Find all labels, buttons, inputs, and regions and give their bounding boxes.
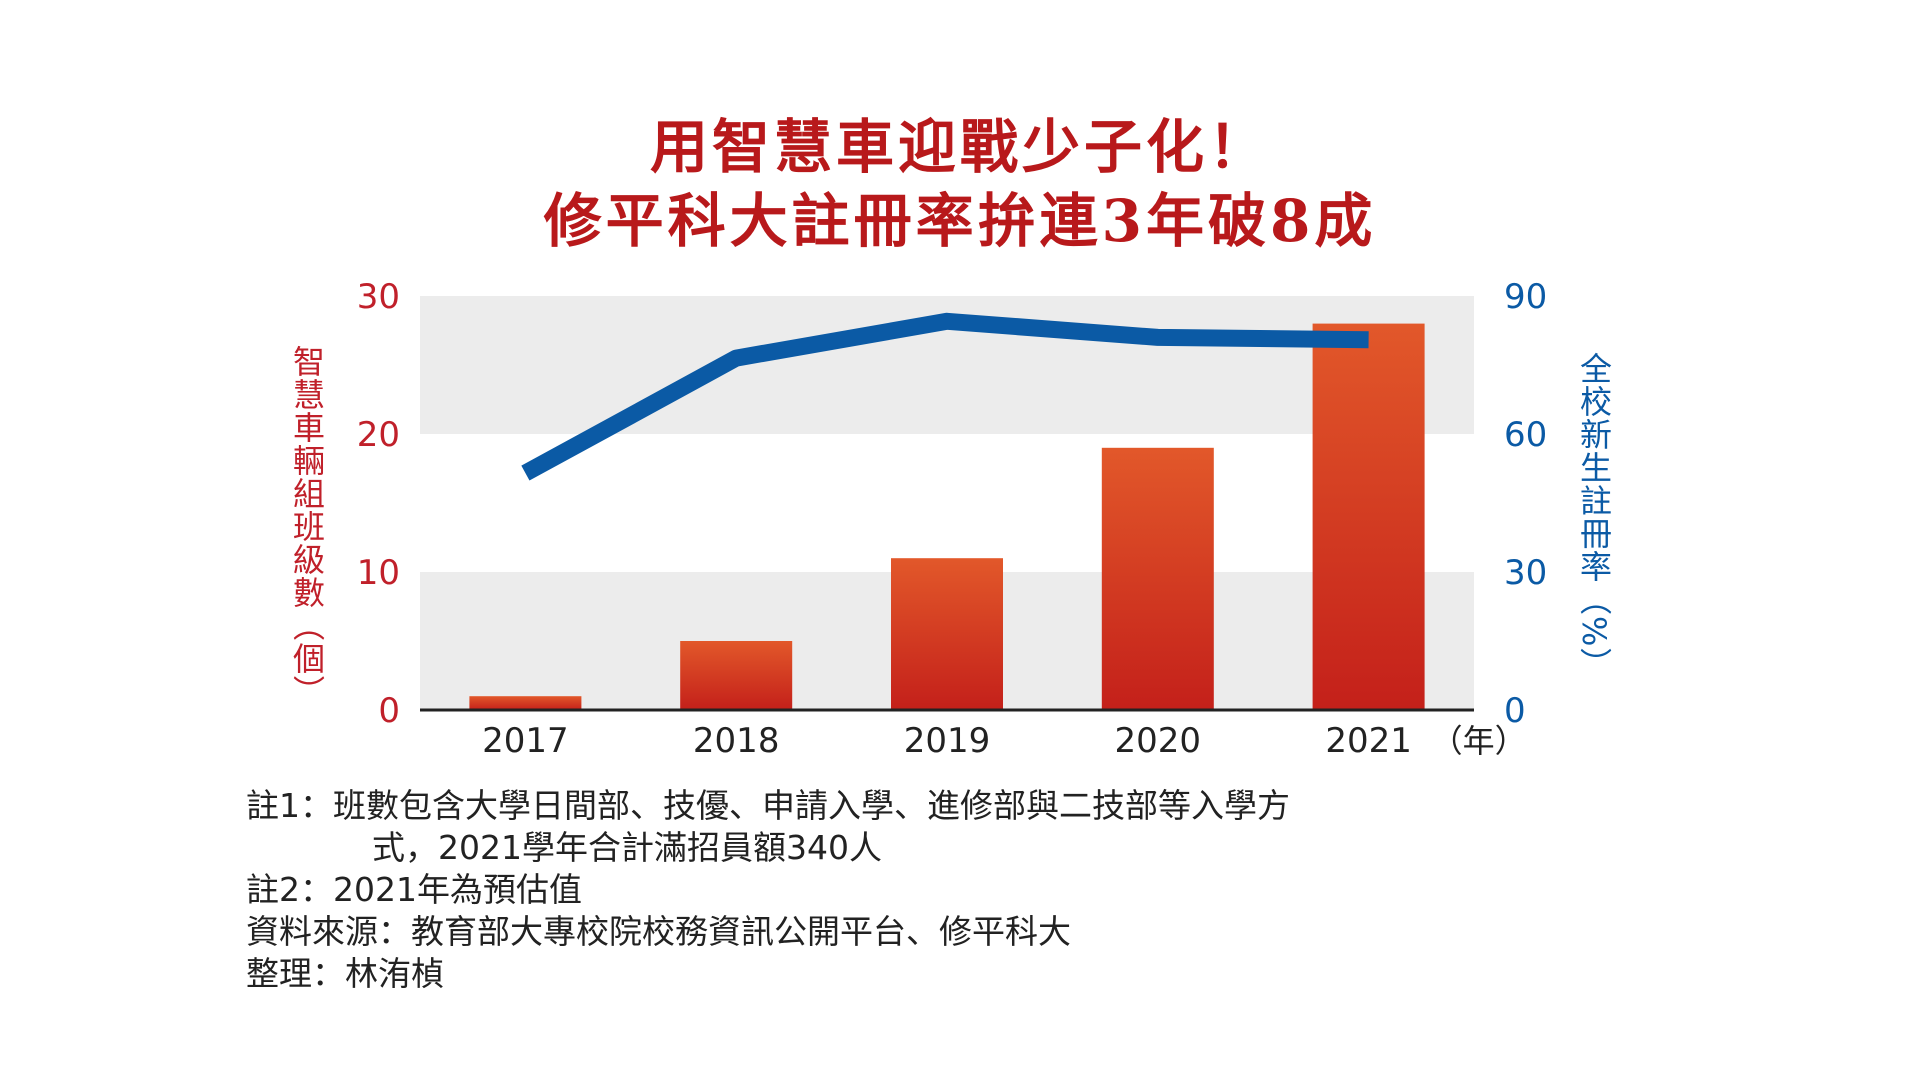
note-1-line-2: 式，2021學年合計滿招員額340人	[372, 828, 882, 867]
note-1-line-1: 註1：班數包含大學日間部、技優、申請入學、進修部與二技部等入學方	[246, 786, 1290, 825]
y-right-tick-label: 60	[1504, 415, 1547, 455]
bar-2019	[891, 558, 1003, 710]
y-axis-right-title: 全校新生註冊率（%）	[1575, 352, 1613, 681]
y-right-tick-label: 0	[1504, 691, 1526, 731]
combo-chart: 0 10 20 30 0 30 60 90 2017 2018 2019 2020 2021 （年）	[357, 277, 1548, 761]
enrollment-rate-line	[521, 312, 1369, 481]
y-right-tick-label: 30	[1504, 553, 1547, 593]
bar-2018	[680, 641, 793, 710]
chart-title-line-1: 用智慧車迎戰少子化！	[649, 113, 1270, 181]
bar-2017	[469, 696, 582, 710]
bar-2020	[1101, 447, 1214, 710]
y-left-tick-label: 10	[357, 553, 400, 593]
bar-2021	[1312, 323, 1425, 710]
y-left-tick-label: 0	[378, 691, 400, 731]
x-tick-label: 2018	[693, 721, 780, 761]
x-tick-label: 2017	[482, 721, 569, 761]
chart-title-line-2: 修平科大註冊率拚連3年破8成	[543, 187, 1377, 255]
notes-block: 註1：班數包含大學日間部、技優、申請入學、進修部與二技部等入學方 式，2021學…	[246, 785, 1290, 995]
x-tick-label: 2021	[1325, 721, 1412, 761]
source-note: 資料來源：教育部大專校院校務資訊公開平台、修平科大	[246, 912, 1071, 951]
x-tick-label: 2019	[904, 721, 991, 761]
y-right-tick-label: 90	[1504, 277, 1547, 317]
x-tick-label: 2020	[1115, 721, 1202, 761]
y-axis-left-title: 智慧車輛組班級數（個）	[288, 345, 326, 708]
editor-note: 整理：林洧楨	[246, 954, 444, 993]
note-2: 註2：2021年為預估值	[246, 870, 582, 909]
y-left-tick-label: 30	[357, 277, 400, 317]
y-left-tick-label: 20	[357, 415, 400, 455]
x-axis-unit: （年）	[1431, 722, 1527, 760]
